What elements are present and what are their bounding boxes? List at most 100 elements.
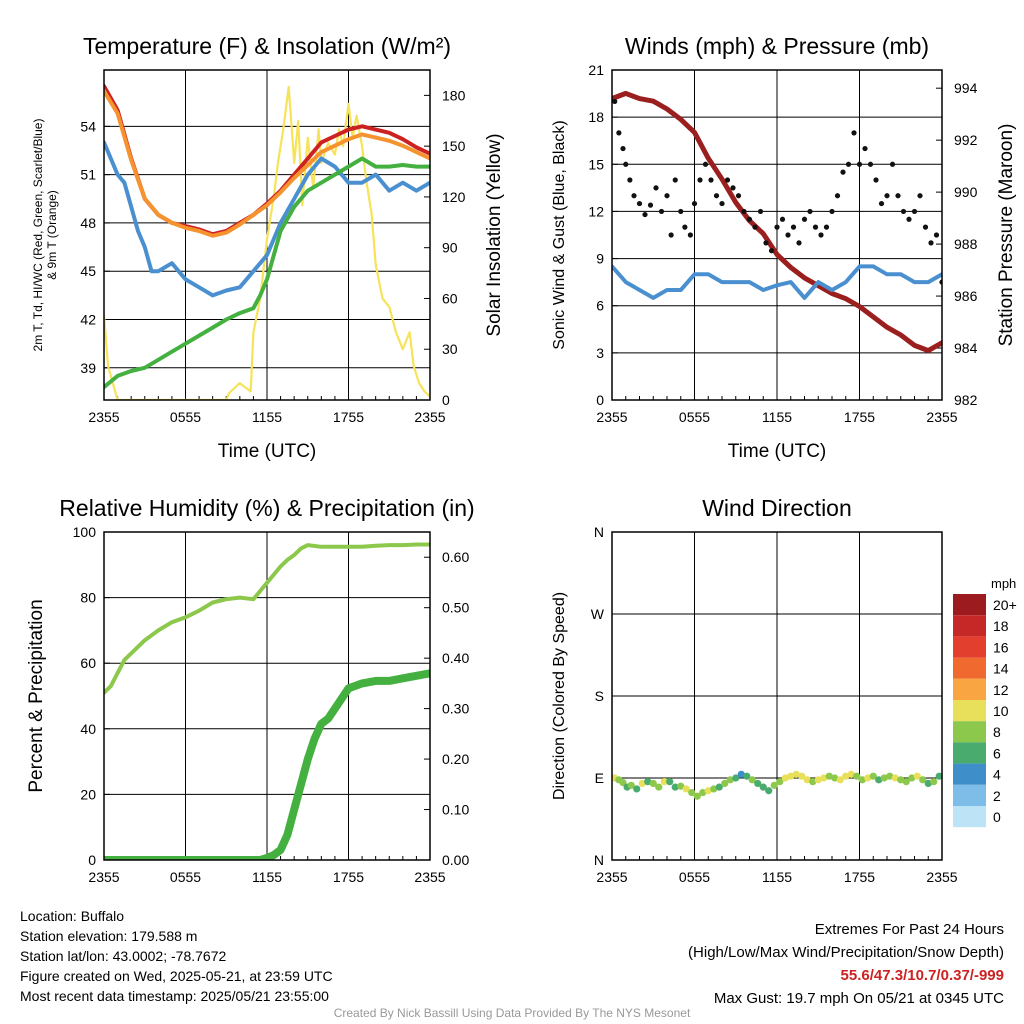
direction-point bbox=[935, 772, 942, 780]
legend-swatch bbox=[953, 721, 986, 743]
wind-ytick-label: 0 bbox=[596, 392, 604, 408]
wind-gust-point bbox=[627, 177, 633, 183]
rh-y2tick-label: 0.30 bbox=[442, 701, 469, 717]
direction-point bbox=[737, 770, 745, 778]
wind-y2tick-label: 984 bbox=[954, 340, 978, 356]
wind-gust-point bbox=[801, 216, 808, 222]
direction-point bbox=[655, 783, 663, 791]
direction-point bbox=[732, 774, 740, 782]
legend-swatch bbox=[953, 806, 986, 828]
latlon-text: Station lat/lon: 43.0002; -78.7672 bbox=[20, 948, 227, 964]
wind-gust-point bbox=[928, 240, 934, 246]
temp-xtick-label: 1155 bbox=[252, 409, 282, 425]
direction-point bbox=[677, 782, 685, 790]
temp-xtick-label: 1755 bbox=[333, 409, 364, 425]
direction-point bbox=[704, 787, 712, 795]
dir-data bbox=[612, 770, 942, 800]
wind-gust-point bbox=[834, 193, 841, 199]
wind-y2tick-label: 988 bbox=[954, 236, 978, 252]
temp-y2tick-label: 0 bbox=[442, 392, 450, 408]
direction-point bbox=[836, 776, 844, 784]
wind-y2label: Station Pressure (Maroon) bbox=[996, 124, 1017, 347]
direction-point bbox=[649, 779, 657, 788]
dir-ylabel: Direction (Colored By Speed) bbox=[551, 592, 568, 800]
temp-y2tick-label: 180 bbox=[442, 87, 466, 103]
direction-point bbox=[831, 774, 839, 782]
temp-ytick-label: 39 bbox=[80, 360, 96, 376]
direction-point bbox=[638, 779, 646, 788]
wind-gust-point bbox=[697, 177, 703, 183]
legend-label: 10 bbox=[993, 703, 1009, 719]
legend-swatch bbox=[953, 784, 986, 806]
temp-frame bbox=[103, 69, 431, 401]
extremes-subtitle: (High/Low/Max Wind/Precipitation/Snow De… bbox=[688, 944, 1004, 961]
wind-gust-point bbox=[917, 193, 923, 199]
wind-gust-point bbox=[658, 208, 665, 215]
direction-point bbox=[886, 772, 894, 780]
rh-xtick-label: 1155 bbox=[252, 869, 282, 885]
rh-ytick-label: 60 bbox=[80, 655, 96, 671]
wind-gust-point bbox=[668, 232, 674, 238]
temp-series-t9m bbox=[104, 88, 430, 238]
wind-gust-point bbox=[768, 248, 775, 254]
direction-point bbox=[666, 778, 674, 786]
extremes-panel: Extremes For Past 24 Hours (High/Low/Max… bbox=[688, 918, 1004, 1010]
direction-point bbox=[908, 774, 916, 782]
wind-gust-point bbox=[779, 216, 786, 222]
legend-label: 2 bbox=[993, 788, 1001, 804]
wind-gust-point bbox=[823, 224, 830, 230]
dir-ytick-label: N bbox=[594, 852, 604, 868]
temp-y2tick-label: 120 bbox=[442, 189, 466, 205]
direction-point bbox=[792, 770, 800, 778]
rh-frame bbox=[103, 531, 431, 861]
temp-panel: Temperature (F) & Insolation (W/m²)2355 0… bbox=[31, 33, 505, 462]
temp-ytick-label: 45 bbox=[80, 263, 96, 279]
rh-ytick-label: 40 bbox=[80, 721, 96, 737]
wind-gust-point bbox=[873, 177, 879, 183]
temp-ytick-label: 51 bbox=[80, 167, 96, 183]
direction-point bbox=[715, 783, 723, 791]
wind-ytick-label: 6 bbox=[596, 298, 604, 314]
recent-data-text: Most recent data timestamp: 2025/05/21 2… bbox=[20, 988, 329, 1004]
direction-point bbox=[809, 778, 817, 786]
wind-ytick-label: 21 bbox=[588, 62, 604, 78]
temp-y2tick-label: 60 bbox=[442, 290, 458, 306]
direction-point bbox=[875, 776, 883, 784]
rh-y2tick-label: 0.40 bbox=[442, 650, 469, 666]
dir-frame bbox=[611, 531, 943, 861]
legend-label: 12 bbox=[993, 682, 1009, 698]
wind-y2tick-label: 994 bbox=[954, 80, 978, 96]
legend-swatch bbox=[953, 763, 986, 785]
extremes-title: Extremes For Past 24 Hours bbox=[814, 921, 1004, 938]
rh-y2tick-label: 0.10 bbox=[442, 802, 469, 818]
direction-point bbox=[699, 788, 707, 797]
rh-panel: Relative Humidity (%) & Precipitation (i… bbox=[26, 495, 475, 885]
legend-label: 16 bbox=[993, 639, 1009, 655]
temp-y2tick-label: 150 bbox=[442, 138, 466, 154]
elevation-text: Station elevation: 179.588 m bbox=[20, 928, 198, 944]
wind-gust-point bbox=[878, 200, 885, 207]
wind-gust-point bbox=[845, 161, 852, 167]
wind-gust-point bbox=[691, 200, 698, 207]
wind-gust-point bbox=[862, 145, 868, 152]
temp-y2label: Solar Insolation (Yellow) bbox=[484, 133, 505, 336]
wind-gust-point bbox=[851, 130, 857, 136]
dir-xtick-label: 2355 bbox=[596, 869, 627, 885]
wind-ytick-label: 9 bbox=[596, 251, 604, 267]
wind-gust-point bbox=[911, 208, 918, 215]
wind-gust-point bbox=[763, 240, 769, 246]
direction-point bbox=[864, 774, 872, 782]
legend-swatch bbox=[953, 615, 986, 637]
wind-xlabel: Time (UTC) bbox=[728, 441, 827, 462]
direction-point bbox=[880, 774, 888, 782]
rh-y2tick-label: 0.20 bbox=[442, 751, 469, 767]
wind-gust-point bbox=[687, 232, 693, 238]
wind-data bbox=[612, 90, 942, 354]
legend-swatch bbox=[953, 594, 986, 616]
wind-gust-point bbox=[653, 185, 659, 191]
wind-gust-point bbox=[829, 208, 835, 215]
wind-xtick-label: 1755 bbox=[844, 409, 875, 425]
wind-gust-point bbox=[895, 193, 901, 199]
temp-xtick-label: 2355 bbox=[414, 409, 445, 425]
legend-swatch bbox=[953, 742, 986, 764]
